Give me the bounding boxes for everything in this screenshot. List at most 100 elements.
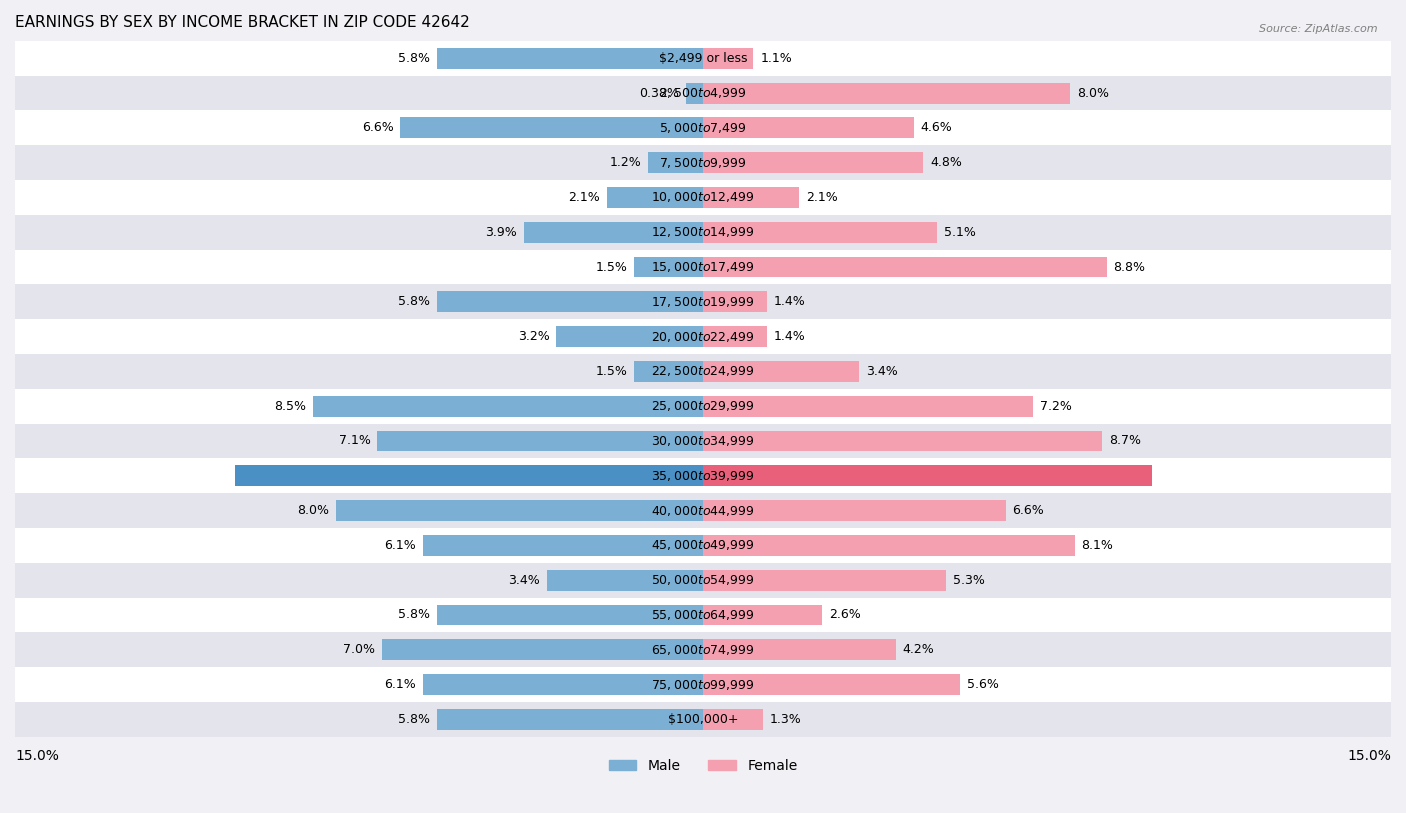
Bar (15, 41, 1391, 76)
Bar (547, 570, 703, 590)
Bar (703, 257, 1107, 277)
Bar (15, 250, 1391, 285)
Text: 0.38%: 0.38% (638, 86, 679, 99)
Bar (15, 424, 1391, 459)
Bar (703, 465, 1153, 486)
Text: 8.8%: 8.8% (1114, 260, 1146, 273)
Bar (235, 465, 703, 486)
Bar (15, 563, 1391, 598)
Text: 7.2%: 7.2% (1040, 400, 1071, 413)
Text: 1.1%: 1.1% (761, 52, 792, 65)
Bar (336, 500, 703, 521)
Text: 15.0%: 15.0% (1347, 749, 1391, 763)
Text: 8.7%: 8.7% (1109, 434, 1140, 447)
Text: $25,000 to $29,999: $25,000 to $29,999 (651, 399, 755, 413)
Text: $15,000 to $17,499: $15,000 to $17,499 (651, 260, 755, 274)
Bar (606, 187, 703, 208)
Text: 4.6%: 4.6% (921, 121, 953, 134)
Text: 10.2%: 10.2% (184, 469, 228, 482)
Text: $40,000 to $44,999: $40,000 to $44,999 (651, 503, 755, 518)
Bar (15, 493, 1391, 528)
Bar (703, 570, 946, 590)
Text: 4.2%: 4.2% (903, 643, 934, 656)
Text: 5.8%: 5.8% (398, 713, 430, 726)
Text: 8.0%: 8.0% (1077, 86, 1109, 99)
Text: 3.9%: 3.9% (485, 226, 517, 239)
Bar (686, 83, 703, 103)
Text: $12,500 to $14,999: $12,500 to $14,999 (651, 225, 755, 239)
Text: $2,500 to $4,999: $2,500 to $4,999 (659, 86, 747, 100)
Text: $7,500 to $9,999: $7,500 to $9,999 (659, 155, 747, 170)
Text: 5.6%: 5.6% (967, 678, 998, 691)
Text: EARNINGS BY SEX BY INCOME BRACKET IN ZIP CODE 42642: EARNINGS BY SEX BY INCOME BRACKET IN ZIP… (15, 15, 470, 30)
Text: 2.1%: 2.1% (568, 191, 600, 204)
Text: 6.1%: 6.1% (385, 539, 416, 552)
Bar (314, 396, 703, 416)
Text: 5.8%: 5.8% (398, 52, 430, 65)
Text: 7.1%: 7.1% (339, 434, 370, 447)
Text: $20,000 to $22,499: $20,000 to $22,499 (651, 329, 755, 344)
Text: $17,500 to $19,999: $17,500 to $19,999 (651, 295, 755, 309)
Bar (703, 326, 768, 347)
Bar (703, 152, 924, 173)
Bar (401, 117, 703, 138)
Bar (703, 222, 936, 243)
Bar (15, 285, 1391, 320)
Bar (557, 326, 703, 347)
Bar (703, 709, 762, 730)
Text: $45,000 to $49,999: $45,000 to $49,999 (651, 538, 755, 552)
Text: 2.1%: 2.1% (806, 191, 838, 204)
Text: 2.6%: 2.6% (830, 608, 860, 621)
Bar (15, 598, 1391, 633)
Text: 5.8%: 5.8% (398, 295, 430, 308)
Text: 6.6%: 6.6% (361, 121, 394, 134)
Legend: Male, Female: Male, Female (603, 754, 803, 779)
Text: 5.3%: 5.3% (953, 574, 984, 587)
Bar (437, 291, 703, 312)
Bar (15, 528, 1391, 563)
Text: $65,000 to $74,999: $65,000 to $74,999 (651, 643, 755, 657)
Text: 6.1%: 6.1% (385, 678, 416, 691)
Text: $2,499 or less: $2,499 or less (659, 52, 747, 65)
Text: 5.8%: 5.8% (398, 608, 430, 621)
Text: $50,000 to $54,999: $50,000 to $54,999 (651, 573, 755, 587)
Text: 1.4%: 1.4% (775, 330, 806, 343)
Text: 4.8%: 4.8% (929, 156, 962, 169)
Text: 15.0%: 15.0% (15, 749, 59, 763)
Text: $5,000 to $7,499: $5,000 to $7,499 (659, 121, 747, 135)
Text: 8.5%: 8.5% (274, 400, 307, 413)
Bar (703, 48, 754, 69)
Bar (15, 389, 1391, 424)
Bar (15, 180, 1391, 215)
Bar (703, 535, 1074, 556)
Text: $30,000 to $34,999: $30,000 to $34,999 (651, 434, 755, 448)
Bar (15, 320, 1391, 354)
Bar (703, 674, 960, 695)
Bar (437, 709, 703, 730)
Bar (703, 431, 1102, 451)
Bar (703, 83, 1070, 103)
Text: 8.0%: 8.0% (297, 504, 329, 517)
Text: 1.3%: 1.3% (769, 713, 801, 726)
Text: Source: ZipAtlas.com: Source: ZipAtlas.com (1260, 24, 1378, 34)
Bar (423, 674, 703, 695)
Bar (15, 702, 1391, 737)
Bar (377, 431, 703, 451)
Bar (423, 535, 703, 556)
Bar (15, 146, 1391, 180)
Text: $10,000 to $12,499: $10,000 to $12,499 (651, 190, 755, 204)
Text: $35,000 to $39,999: $35,000 to $39,999 (651, 469, 755, 483)
Text: 9.8%: 9.8% (1160, 469, 1194, 482)
Text: 5.1%: 5.1% (943, 226, 976, 239)
Text: 8.1%: 8.1% (1081, 539, 1114, 552)
Text: 6.6%: 6.6% (1012, 504, 1045, 517)
Text: 7.0%: 7.0% (343, 643, 375, 656)
Bar (15, 459, 1391, 493)
Bar (703, 291, 768, 312)
Bar (437, 605, 703, 625)
Bar (437, 48, 703, 69)
Text: $75,000 to $99,999: $75,000 to $99,999 (651, 677, 755, 692)
Bar (703, 639, 896, 660)
Bar (703, 396, 1033, 416)
Text: 3.2%: 3.2% (517, 330, 550, 343)
